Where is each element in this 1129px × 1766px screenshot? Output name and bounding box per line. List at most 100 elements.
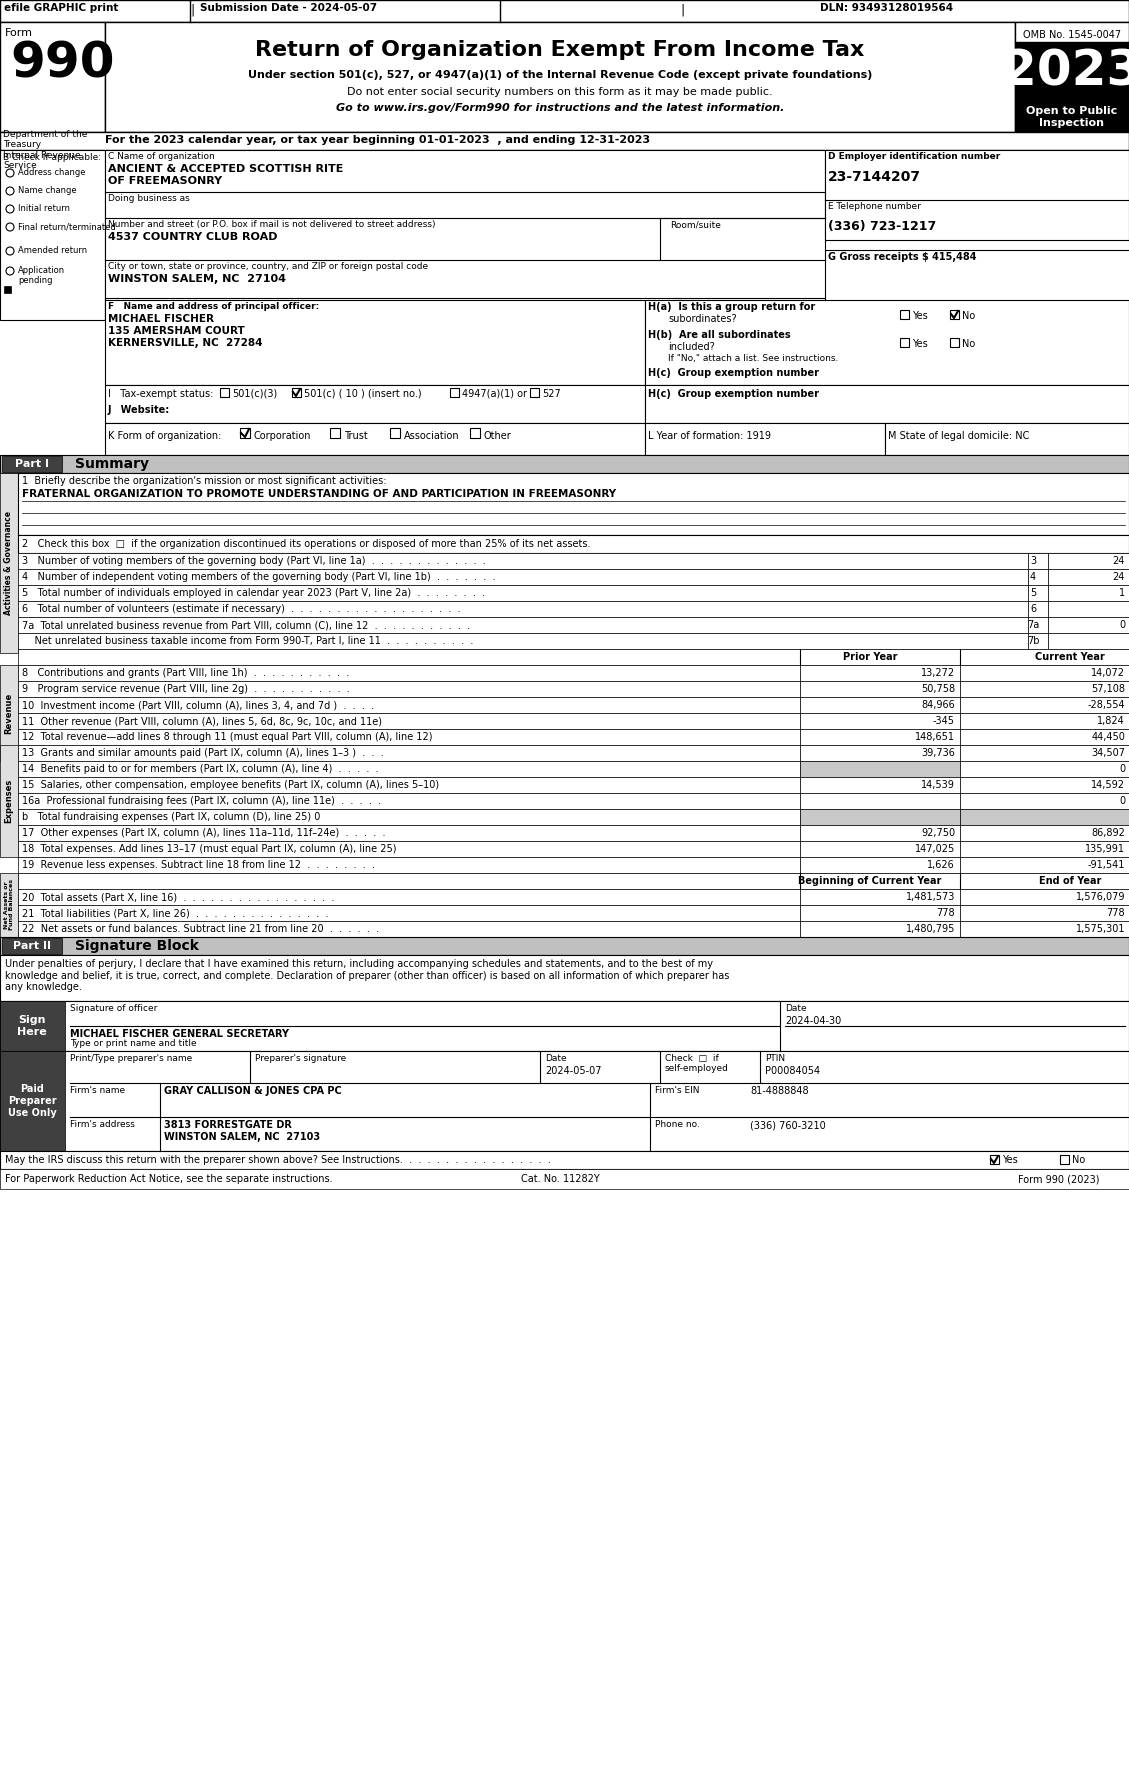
Bar xyxy=(18,698,800,713)
Bar xyxy=(18,761,800,777)
Text: 0: 0 xyxy=(1119,620,1124,630)
Text: Under penalties of perjury, I declare that I have examined this return, includin: Under penalties of perjury, I declare th… xyxy=(5,959,729,992)
Text: Application
pending: Application pending xyxy=(18,267,65,286)
Text: 11  Other revenue (Part VIII, column (A), lines 5, 6d, 8c, 9c, 10c, and 11e): 11 Other revenue (Part VIII, column (A),… xyxy=(21,715,382,726)
Bar xyxy=(18,809,800,825)
Text: 14  Benefits paid to or for members (Part IX, column (A), line 4)  .  .  .  .  .: 14 Benefits paid to or for members (Part… xyxy=(21,765,378,774)
Text: 13  Grants and similar amounts paid (Part IX, column (A), lines 1–3 )  .  .  .: 13 Grants and similar amounts paid (Part… xyxy=(21,749,384,758)
Bar xyxy=(1029,553,1048,569)
Text: Net unrelated business taxable income from Form 990-T, Part I, line 11  .  .  . : Net unrelated business taxable income fr… xyxy=(21,636,473,646)
Text: 147,025: 147,025 xyxy=(914,844,955,855)
Text: Date: Date xyxy=(785,1005,806,1014)
Text: 4537 COUNTRY CLUB ROAD: 4537 COUNTRY CLUB ROAD xyxy=(108,231,278,242)
Text: For the 2023 calendar year, or tax year beginning 01-01-2023  , and ending 12-31: For the 2023 calendar year, or tax year … xyxy=(105,134,650,145)
Text: 13,272: 13,272 xyxy=(921,668,955,678)
Text: Yes: Yes xyxy=(912,311,928,321)
Text: 84,966: 84,966 xyxy=(921,699,955,710)
Text: 1,626: 1,626 xyxy=(927,860,955,871)
Text: Type or print name and title: Type or print name and title xyxy=(70,1038,196,1047)
Text: Form: Form xyxy=(5,28,33,39)
Text: Yes: Yes xyxy=(912,339,928,350)
Bar xyxy=(0,666,18,761)
Text: (336) 723-1217: (336) 723-1217 xyxy=(828,221,936,233)
Text: Date: Date xyxy=(545,1054,567,1063)
Text: WINSTON SALEM, NC  27103: WINSTON SALEM, NC 27103 xyxy=(164,1132,321,1143)
Text: |: | xyxy=(190,4,194,16)
Bar xyxy=(1048,632,1129,648)
Text: Firm's name: Firm's name xyxy=(70,1086,125,1095)
Text: included?: included? xyxy=(668,343,715,351)
Bar xyxy=(0,473,18,653)
Bar xyxy=(960,713,1129,729)
Bar xyxy=(800,745,960,761)
Bar xyxy=(800,922,960,938)
Text: B Check if applicable:: B Check if applicable: xyxy=(3,154,102,162)
Bar xyxy=(18,713,800,729)
Bar xyxy=(105,424,645,456)
Bar xyxy=(105,150,825,320)
Bar xyxy=(800,682,960,698)
Bar xyxy=(0,1001,1129,1051)
Text: Paid
Preparer
Use Only: Paid Preparer Use Only xyxy=(8,1084,56,1118)
Bar xyxy=(105,385,645,424)
Text: H(c)  Group exemption number: H(c) Group exemption number xyxy=(648,367,819,378)
Text: Trust: Trust xyxy=(344,431,368,442)
Bar xyxy=(960,729,1129,745)
Bar xyxy=(18,793,800,809)
Text: 18  Total expenses. Add lines 13–17 (must equal Part IX, column (A), line 25): 18 Total expenses. Add lines 13–17 (must… xyxy=(21,844,396,855)
Bar xyxy=(960,745,1129,761)
Text: 7a: 7a xyxy=(1027,620,1039,630)
Text: Beginning of Current Year: Beginning of Current Year xyxy=(798,876,942,887)
Bar xyxy=(18,585,1029,600)
Bar xyxy=(5,286,11,293)
Text: 20  Total assets (Part X, line 16)  .  .  .  .  .  .  .  .  .  .  .  .  .  .  . : 20 Total assets (Part X, line 16) . . . … xyxy=(21,892,334,902)
Bar xyxy=(800,809,960,825)
Text: End of Year: End of Year xyxy=(1039,876,1101,887)
Text: H(a)  Is this a group return for: H(a) Is this a group return for xyxy=(648,302,815,313)
Text: Association: Association xyxy=(404,431,460,442)
Bar xyxy=(645,300,1129,385)
Text: subordinates?: subordinates? xyxy=(668,314,736,323)
Text: 24: 24 xyxy=(1112,572,1124,583)
Text: self-employed: self-employed xyxy=(665,1063,729,1074)
Text: H(b)  Are all subordinates: H(b) Are all subordinates xyxy=(648,330,790,341)
Text: Activities & Governance: Activities & Governance xyxy=(5,510,14,615)
Bar xyxy=(18,535,1129,553)
Bar xyxy=(390,427,400,438)
Text: Corporation: Corporation xyxy=(254,431,312,442)
Bar xyxy=(240,427,250,438)
Bar xyxy=(949,311,959,320)
Text: FRATERNAL ORGANIZATION TO PROMOTE UNDERSTANDING OF AND PARTICIPATION IN FREEMASO: FRATERNAL ORGANIZATION TO PROMOTE UNDERS… xyxy=(21,489,616,500)
Text: For Paperwork Reduction Act Notice, see the separate instructions.: For Paperwork Reduction Act Notice, see … xyxy=(5,1174,333,1183)
Text: 57,108: 57,108 xyxy=(1091,683,1124,694)
Bar xyxy=(2,456,62,472)
Bar xyxy=(900,311,909,320)
Bar xyxy=(800,888,960,904)
Text: I   Tax-exempt status:: I Tax-exempt status: xyxy=(108,389,213,399)
Bar xyxy=(800,777,960,793)
Bar xyxy=(470,427,480,438)
Text: 1,575,301: 1,575,301 xyxy=(1076,924,1124,934)
Text: 3: 3 xyxy=(1030,556,1036,565)
Text: 17  Other expenses (Part IX, column (A), lines 11a–11d, 11f–24e)  .  .  .  .  .: 17 Other expenses (Part IX, column (A), … xyxy=(21,828,385,839)
Text: Number and street (or P.O. box if mail is not delivered to street address): Number and street (or P.O. box if mail i… xyxy=(108,221,436,230)
Text: D Employer identification number: D Employer identification number xyxy=(828,152,1000,161)
Bar xyxy=(18,682,800,698)
Bar xyxy=(0,1051,65,1151)
Text: 19  Revenue less expenses. Subtract line 18 from line 12  .  .  .  .  .  .  .  .: 19 Revenue less expenses. Subtract line … xyxy=(21,860,375,871)
Bar xyxy=(18,632,1029,648)
Bar xyxy=(800,793,960,809)
Bar xyxy=(949,337,959,346)
Text: 5: 5 xyxy=(1030,588,1036,599)
Bar xyxy=(18,648,1129,666)
Bar xyxy=(18,841,800,857)
Text: 22  Net assets or fund balances. Subtract line 21 from line 20  .  .  .  .  .  .: 22 Net assets or fund balances. Subtract… xyxy=(21,924,379,934)
Text: DLN: 93493128019564: DLN: 93493128019564 xyxy=(820,4,953,12)
Bar xyxy=(530,389,539,397)
Text: 4947(a)(1) or: 4947(a)(1) or xyxy=(462,389,527,399)
Text: P00084054: P00084054 xyxy=(765,1067,820,1075)
Bar xyxy=(645,424,885,456)
Text: Revenue: Revenue xyxy=(5,692,14,733)
Text: Signature Block: Signature Block xyxy=(75,940,199,954)
Bar xyxy=(1015,102,1129,132)
